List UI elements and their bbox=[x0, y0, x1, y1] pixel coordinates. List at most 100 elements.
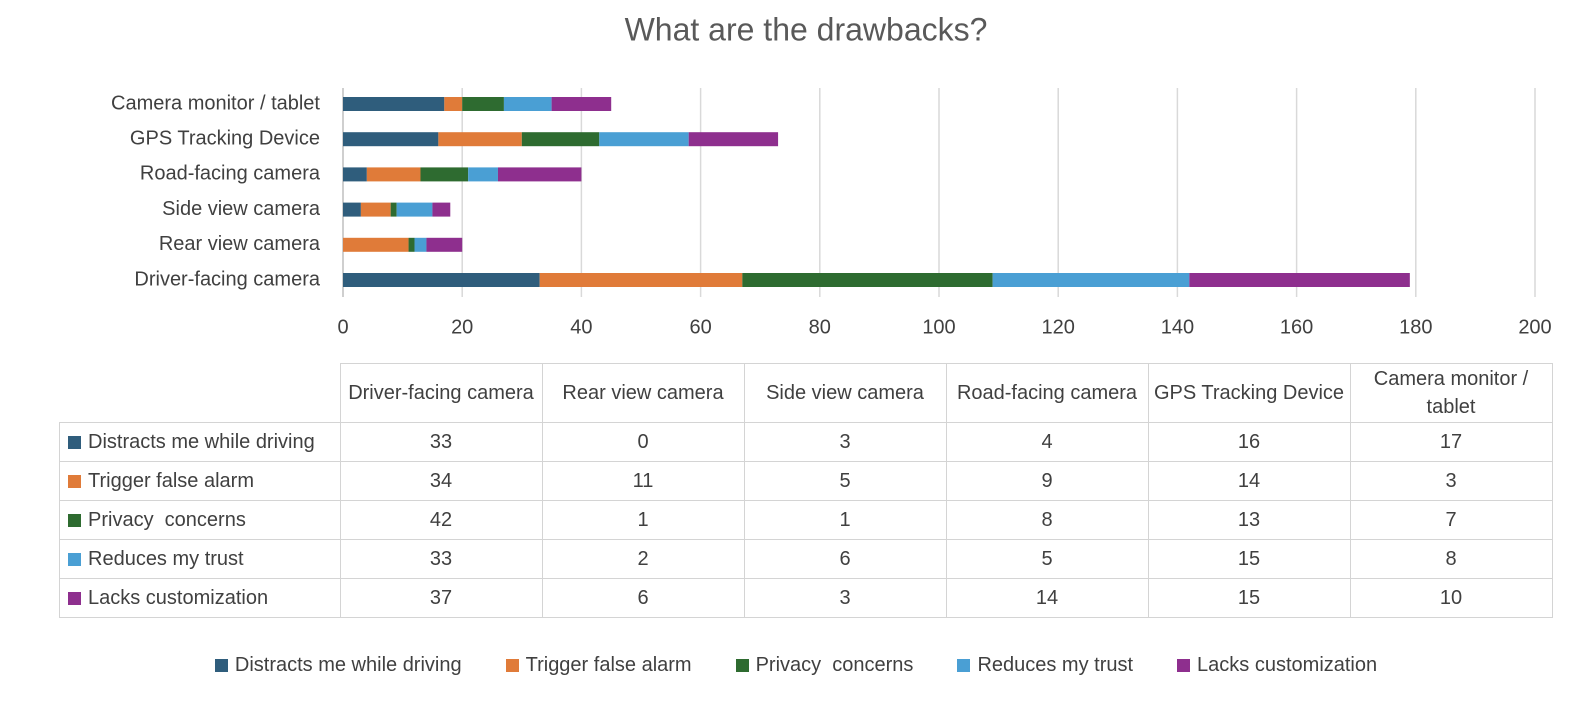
x-tick-label: 180 bbox=[1399, 316, 1432, 338]
table-cell: 1 bbox=[541, 500, 745, 540]
table-column-header: Side view camera bbox=[743, 363, 947, 423]
table-row-header: Privacy concerns bbox=[59, 500, 341, 540]
table-cell: 10 bbox=[1349, 578, 1553, 618]
bar-segment bbox=[1189, 273, 1410, 287]
legend-item: Distracts me while driving bbox=[214, 654, 462, 677]
legend-label: Reduces my trust bbox=[977, 654, 1134, 676]
legend-item: Trigger false alarm bbox=[505, 654, 692, 677]
table-row: Reduces my trust 33 2 6 5 15 8 bbox=[59, 539, 1553, 579]
legend: Distracts me while driving Trigger false … bbox=[0, 654, 1592, 677]
table-column-header: GPS Tracking Device bbox=[1147, 363, 1351, 423]
table-cell: 5 bbox=[743, 461, 947, 501]
x-tick-label: 100 bbox=[922, 316, 955, 338]
table-cell: 14 bbox=[945, 578, 1149, 618]
legend-swatch bbox=[735, 659, 749, 672]
table-cell: 8 bbox=[945, 500, 1149, 540]
bar-segment bbox=[360, 202, 391, 217]
y-tick-label: GPS Tracking Device bbox=[130, 127, 320, 149]
table-cell: 4 bbox=[945, 422, 1149, 462]
legend-item: Reduces my trust bbox=[957, 654, 1133, 677]
table-cell: 34 bbox=[339, 461, 543, 501]
x-tick-label: 0 bbox=[337, 316, 348, 338]
table-row-header: Trigger false alarm bbox=[59, 461, 341, 501]
bar-segment bbox=[343, 167, 367, 182]
bar-segment bbox=[426, 237, 463, 252]
chart: What are the drawbacks? 0 20 40 60 80 100 120 1… bbox=[111, 11, 1552, 338]
y-tick-label: Rear view camera bbox=[159, 233, 321, 255]
table-row-header: Lacks customization bbox=[59, 578, 341, 618]
row-label: Privacy concerns bbox=[88, 508, 246, 531]
bar-segment bbox=[521, 132, 600, 147]
bar-segment bbox=[503, 97, 552, 111]
bar-segment bbox=[414, 237, 427, 252]
legend-swatch bbox=[957, 659, 971, 672]
bar-segment bbox=[468, 167, 498, 182]
table-column-header: Road-facing camera bbox=[945, 363, 1149, 423]
table-cell: 3 bbox=[1349, 461, 1553, 501]
bar-segment bbox=[420, 167, 469, 182]
table-cell: 11 bbox=[541, 461, 745, 501]
bar-segment bbox=[462, 97, 504, 111]
row-label: Distracts me while driving bbox=[88, 430, 315, 453]
legend-swatch bbox=[68, 552, 81, 566]
table-cell: 8 bbox=[1349, 539, 1553, 579]
row-label: Lacks customization bbox=[88, 586, 269, 609]
table-cell: 9 bbox=[945, 461, 1149, 501]
table-cell: 42 bbox=[339, 500, 543, 540]
bar-segment bbox=[390, 202, 397, 217]
bar-segment bbox=[444, 97, 463, 111]
table-cell: 7 bbox=[1349, 500, 1553, 540]
table-row-header: Reduces my trust bbox=[59, 539, 341, 579]
table-cell: 33 bbox=[339, 539, 543, 579]
table-column-header: Rear view camera bbox=[541, 363, 745, 423]
bar-segment bbox=[408, 237, 415, 252]
x-tick-label: 160 bbox=[1280, 316, 1313, 338]
table-column-header: Camera monitor / tablet bbox=[1349, 363, 1553, 423]
y-tick-label: Road-facing camera bbox=[140, 163, 321, 185]
table-cell: 3 bbox=[743, 422, 947, 462]
table-cell: 1 bbox=[743, 500, 947, 540]
table-header-row: Driver-facing camera Rear view camera Side… bbox=[59, 363, 1553, 423]
x-tick-label: 140 bbox=[1161, 316, 1194, 338]
legend-label: Trigger false alarm bbox=[525, 654, 692, 676]
x-tick-label: 80 bbox=[809, 316, 831, 338]
bar-segment bbox=[343, 132, 439, 147]
table-cell: 16 bbox=[1147, 422, 1351, 462]
table-row: Privacy concerns 42 1 1 8 13 7 bbox=[59, 500, 1553, 540]
bar-segment bbox=[343, 273, 540, 287]
legend-swatch bbox=[68, 591, 81, 605]
y-tick-label: Camera monitor / tablet bbox=[111, 92, 320, 114]
chart-title: What are the drawbacks? bbox=[625, 11, 988, 47]
bar-segment bbox=[992, 273, 1190, 287]
bar-segment bbox=[539, 273, 743, 287]
legend-item: Lacks customization bbox=[1177, 654, 1377, 677]
bar-segment bbox=[438, 132, 522, 147]
legend-swatch bbox=[1177, 659, 1191, 672]
bar-segment bbox=[551, 97, 612, 111]
table-corner bbox=[59, 363, 341, 423]
table-cell: 15 bbox=[1147, 539, 1351, 579]
table-cell: 37 bbox=[339, 578, 543, 618]
legend-item: Privacy concerns bbox=[735, 654, 913, 677]
bar-segment bbox=[742, 273, 993, 287]
table-cell: 2 bbox=[541, 539, 745, 579]
y-tick-label: Driver-facing camera bbox=[134, 268, 320, 290]
bar-segment bbox=[343, 202, 361, 217]
bar-segment bbox=[343, 237, 409, 252]
bar-segment bbox=[343, 97, 445, 111]
data-table: Driver-facing camera Rear view camera Side… bbox=[59, 363, 1553, 618]
table-cell: 17 bbox=[1349, 422, 1553, 462]
bar-segment bbox=[432, 202, 451, 217]
table-cell: 6 bbox=[541, 578, 745, 618]
bar-segment bbox=[599, 132, 689, 147]
x-tick-label: 200 bbox=[1518, 316, 1551, 338]
row-label: Reduces my trust bbox=[88, 547, 244, 570]
legend-swatch bbox=[214, 659, 228, 672]
y-tick-label: Side view camera bbox=[162, 198, 321, 220]
table-row: Lacks customization 37 6 3 14 15 10 bbox=[59, 578, 1553, 618]
row-label: Trigger false alarm bbox=[88, 469, 254, 492]
legend-label: Lacks customization bbox=[1197, 654, 1378, 676]
x-tick-label: 120 bbox=[1042, 316, 1075, 338]
legend-label: Distracts me while driving bbox=[234, 654, 462, 676]
